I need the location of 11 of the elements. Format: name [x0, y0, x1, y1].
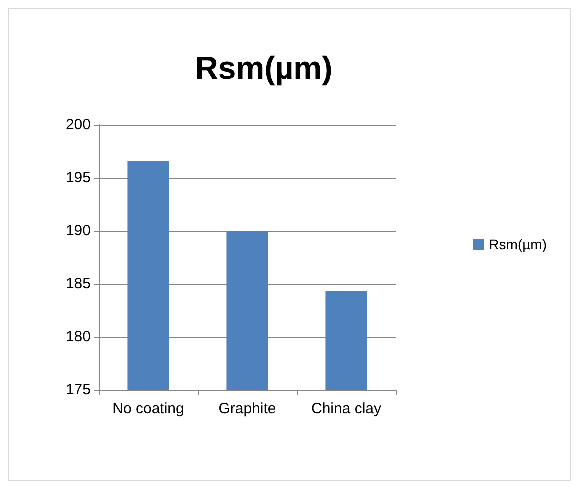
- x-tick-label: China clay: [311, 400, 382, 418]
- y-tick-label: 190: [66, 222, 91, 240]
- chart-title: Rsm(µm): [195, 50, 333, 86]
- y-tick-label: 185: [66, 276, 91, 292]
- x-tick-label: Graphite: [218, 400, 276, 418]
- y-tick-label: 200: [66, 116, 91, 134]
- legend-label: Rsm(µm): [489, 236, 548, 252]
- y-tick-label: 180: [66, 328, 91, 346]
- x-tick-label: No coating: [112, 400, 184, 418]
- y-tick-label: 175: [66, 382, 91, 398]
- y-tick-label: 195: [66, 170, 91, 186]
